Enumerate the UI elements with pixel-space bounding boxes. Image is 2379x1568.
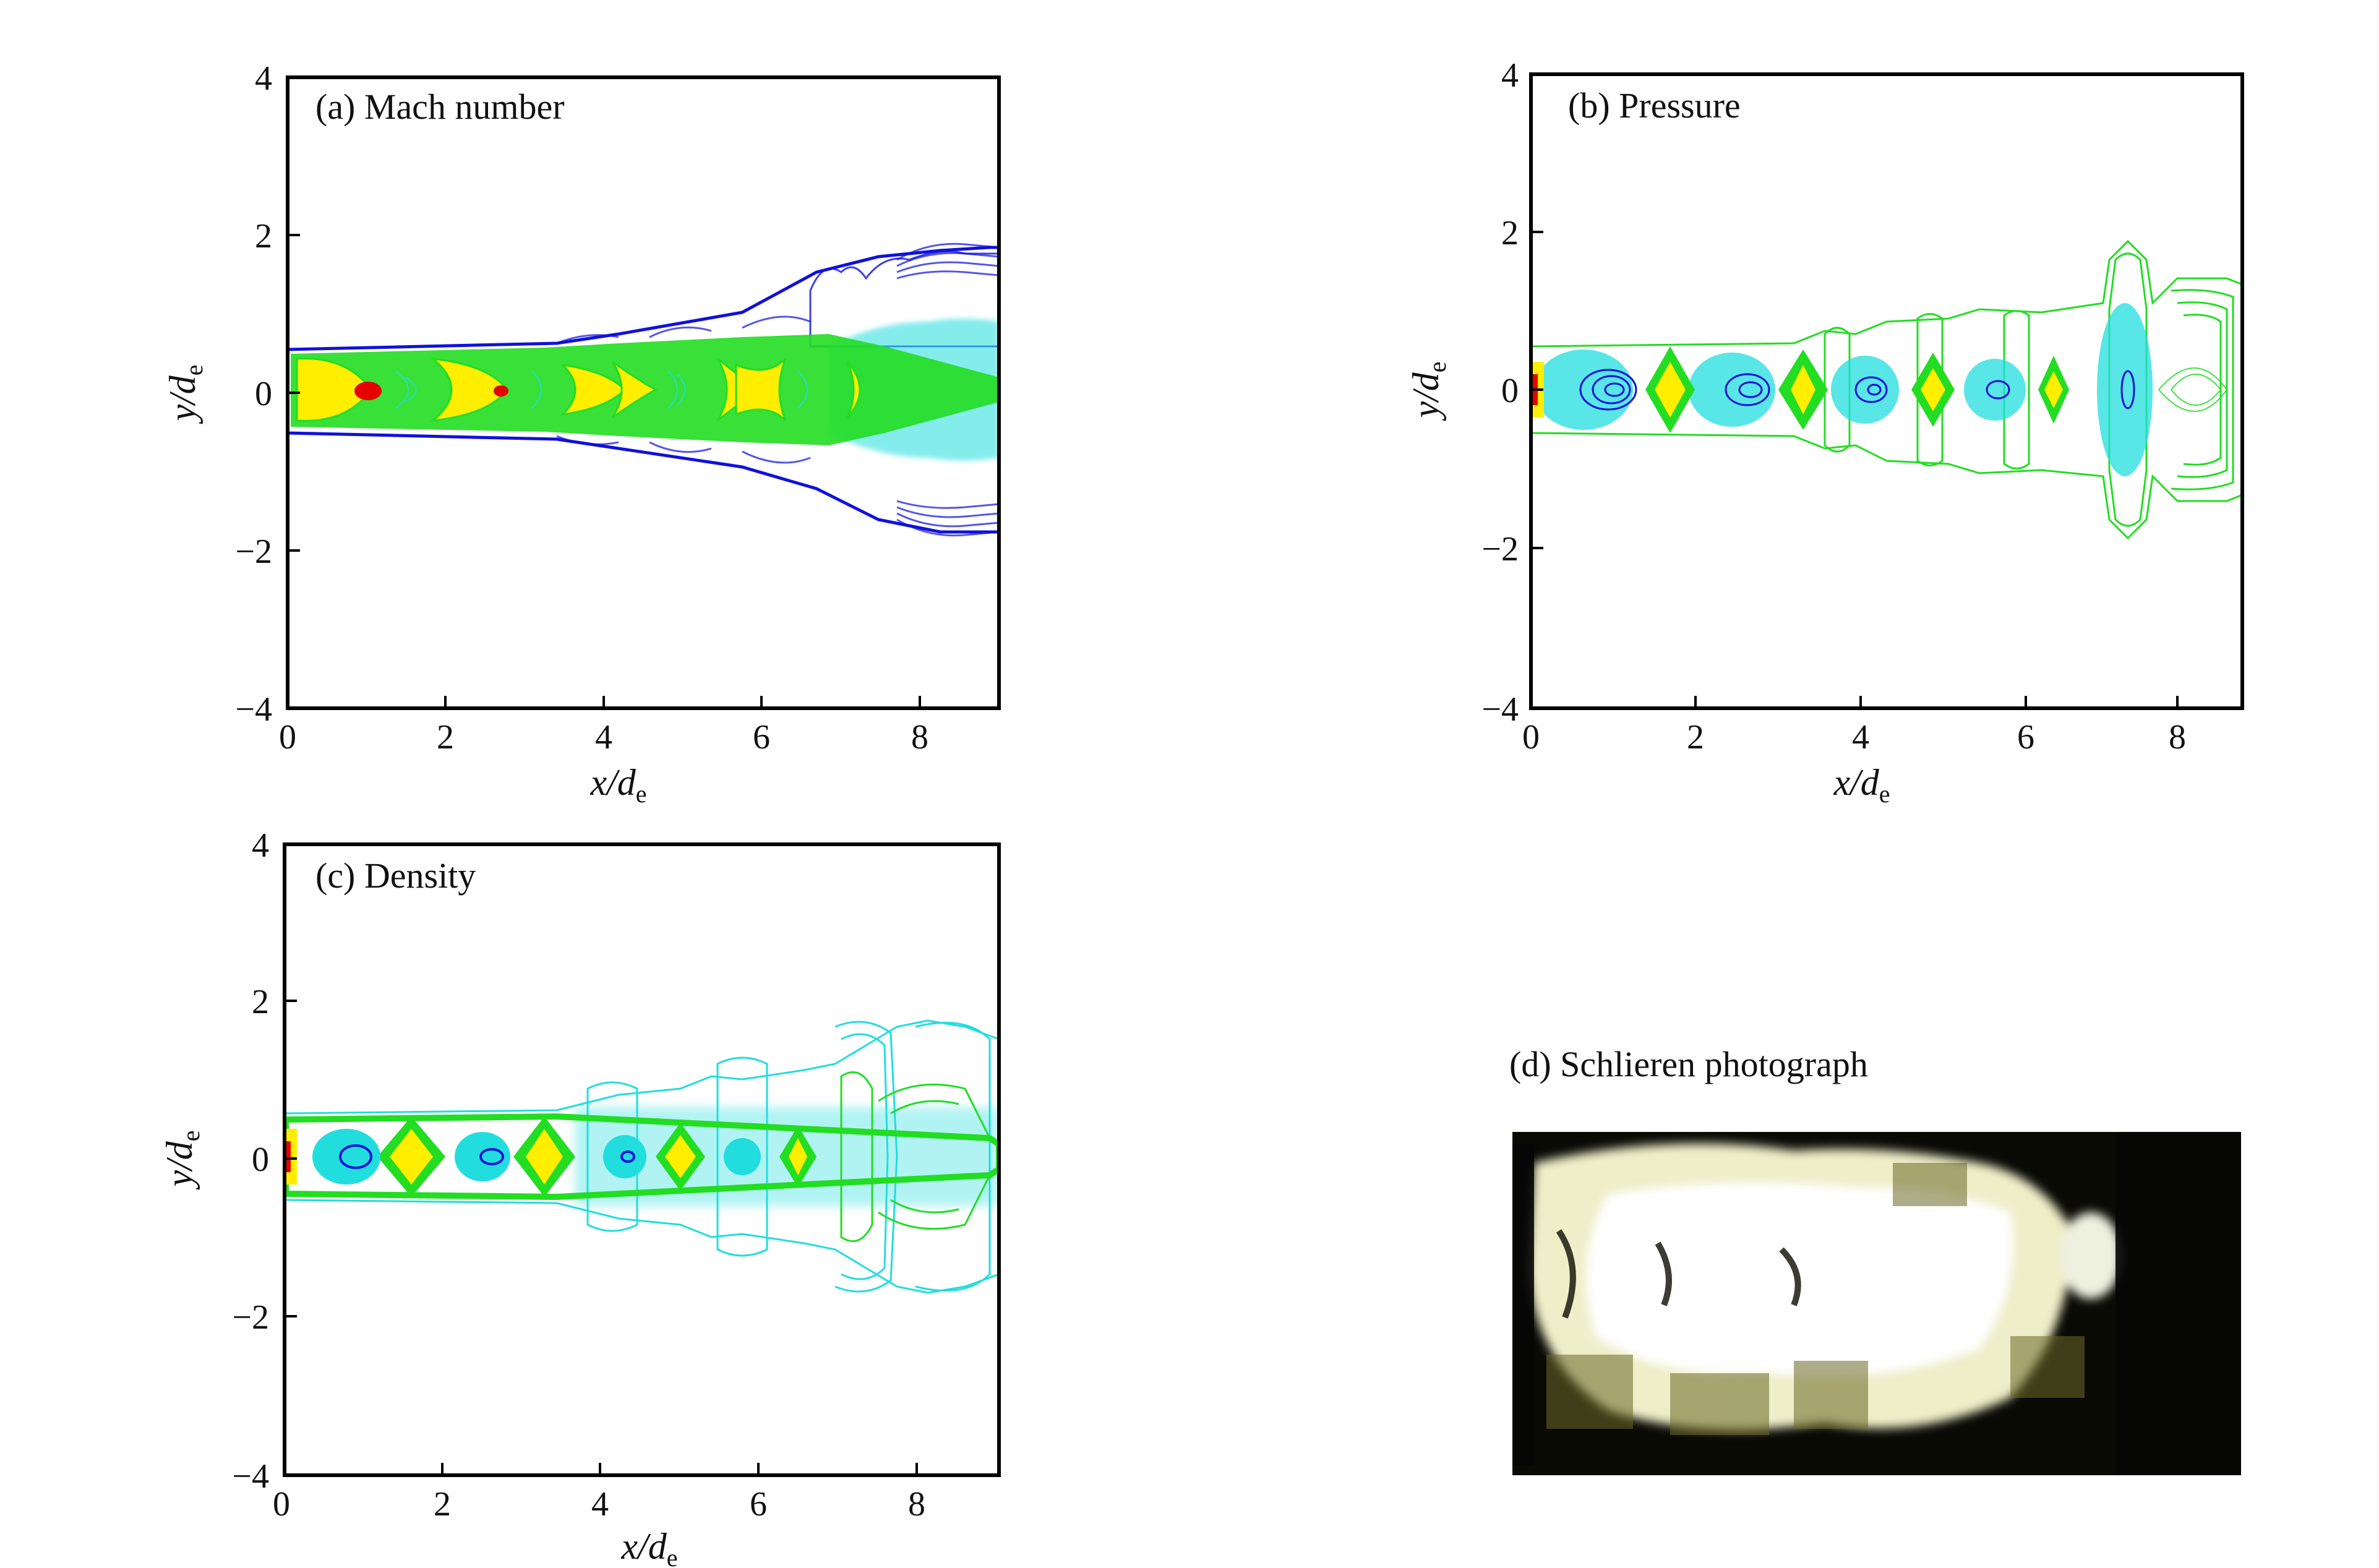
x-tick-label: 2: [1687, 718, 1704, 756]
panel-a-x-tick-labels: 0 2 4 6 8: [279, 718, 928, 756]
y-tick-label: 2: [1501, 214, 1519, 252]
density-expansion-cells: [312, 1129, 761, 1185]
panel-b-title: (b) Pressure: [1568, 85, 1741, 126]
y-tick-label: 4: [255, 59, 272, 98]
panel-b-contours: [1531, 239, 2242, 540]
y-tick-label: −2: [232, 1298, 269, 1337]
x-tick-label: 2: [434, 1485, 451, 1523]
panel-d: (d) Schlieren photograph: [1509, 1044, 2241, 1475]
y-tick-label: 2: [252, 983, 269, 1021]
x-tick-label: 0: [273, 1485, 290, 1523]
panel-c-x-tick-labels: 0 2 4 6 8: [273, 1485, 925, 1523]
y-tick-label: 0: [255, 375, 272, 413]
x-tick-label: 4: [595, 718, 612, 756]
y-tick-label: −2: [235, 533, 272, 571]
pressure-green-contours: [1531, 239, 2242, 540]
density-green-core: [285, 1113, 999, 1201]
panel-a-x-axis-title: x/de: [589, 762, 646, 808]
panel-b-ticks: [1530, 73, 2179, 709]
x-tick-label: 8: [908, 1485, 925, 1523]
x-tick-label: 8: [2169, 718, 2186, 756]
y-tick-label: 4: [1501, 56, 1519, 95]
x-tick-label: 4: [591, 1485, 609, 1523]
mach-outer-blue-contours: [288, 246, 999, 534]
x-tick-label: 8: [911, 718, 928, 756]
panel-a-y-tick-labels: 4 2 0 −2 −4: [235, 59, 272, 729]
y-tick-label: 0: [1501, 372, 1519, 410]
panel-c-x-axis-title: x/de: [620, 1526, 677, 1568]
x-tick-label: 2: [437, 718, 454, 756]
panel-c-y-tick-labels: 4 2 0 −2 −4: [232, 826, 269, 1496]
mach-yellow-cells: [296, 357, 861, 422]
panel-c: (c) Density 4 2 0 −2 −4 0 2 4 6 8 x/de y…: [159, 826, 1001, 1568]
density-compression-diamonds: [286, 1116, 817, 1197]
x-tick-label: 4: [1852, 718, 1869, 756]
mach-red-peaks: [354, 382, 508, 400]
panel-a-y-axis-title: y/de: [162, 364, 208, 424]
panel-d-title: (d) Schlieren photograph: [1509, 1044, 1868, 1084]
panel-b-x-tick-labels: 0 2 4 6 8: [1522, 718, 2186, 756]
panel-b-y-axis-title: y/de: [1405, 361, 1451, 421]
panel-b: (b) Pressure 4 2 0 −2 −4 0 2 4 6 8 x/de …: [1405, 56, 2244, 808]
panel-c-contours: [285, 1019, 999, 1294]
panel-a: (a) Mach number 4 2 0 −2 −4 0 2 4 6 8 x/…: [162, 59, 1001, 808]
panel-a-title: (a) Mach number: [315, 87, 565, 127]
y-tick-label: −2: [1481, 530, 1519, 568]
y-tick-label: −4: [235, 690, 272, 729]
panel-c-y-axis-title: y/de: [159, 1130, 205, 1190]
y-tick-label: −4: [1481, 690, 1519, 729]
x-tick-label: 0: [1522, 718, 1540, 756]
y-tick-label: 0: [252, 1141, 269, 1179]
y-tick-label: −4: [232, 1457, 269, 1496]
mach-blue-band-top: [809, 251, 999, 348]
y-tick-label: 2: [255, 217, 272, 255]
panel-b-x-axis-title: x/de: [1833, 762, 1890, 808]
panel-c-ticks: [283, 843, 918, 1476]
x-tick-label: 6: [2017, 718, 2034, 756]
panel-a-ticks: [286, 76, 921, 709]
x-tick-label: 6: [753, 718, 770, 756]
panel-b-y-tick-labels: 4 2 0 −2 −4: [1481, 56, 1519, 729]
schlieren-photograph: [1512, 1132, 2241, 1475]
x-tick-label: 6: [750, 1485, 767, 1523]
panel-c-title: (c) Density: [315, 855, 476, 896]
panel-a-contours: [288, 242, 999, 537]
y-tick-label: 4: [252, 826, 269, 865]
x-tick-label: 0: [279, 718, 296, 756]
pressure-blue-centers: [1579, 369, 2135, 411]
